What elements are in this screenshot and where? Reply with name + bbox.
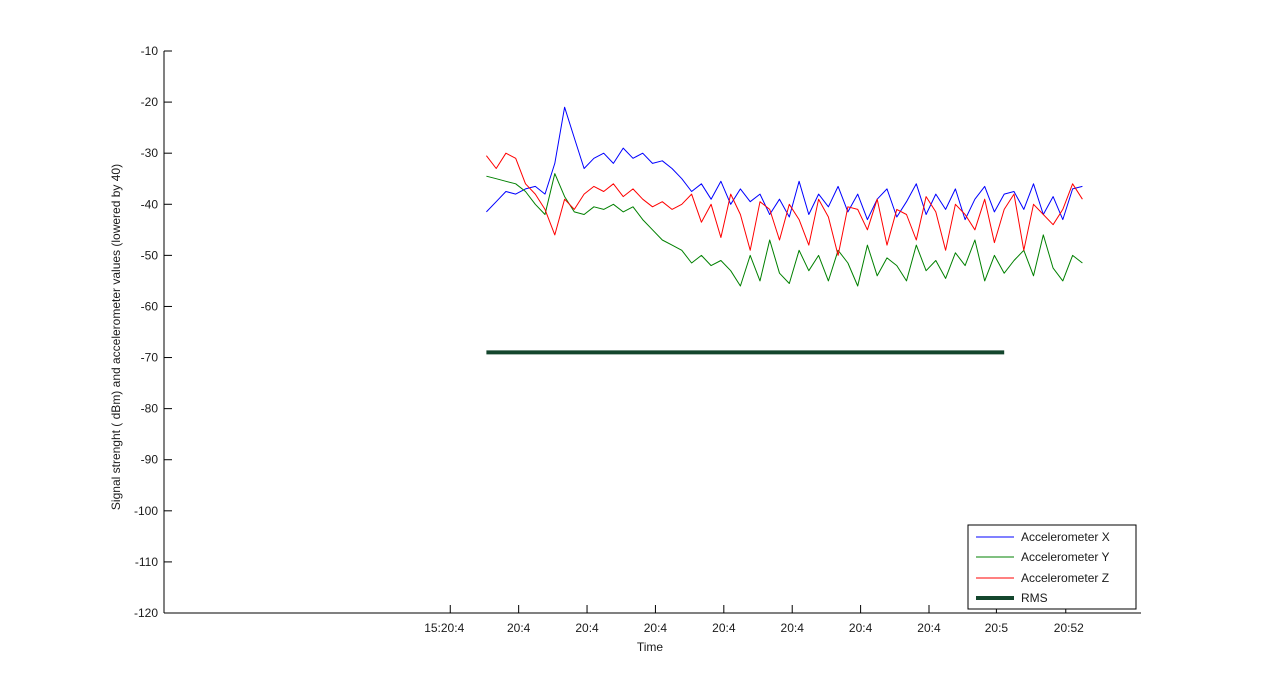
x-tick-label: 20:4 — [575, 621, 599, 635]
x-tick-label: 20:5 — [985, 621, 1009, 635]
y-tick-label: -40 — [141, 197, 159, 211]
x-tick-label: 15:20:4 — [424, 621, 464, 635]
plot-series — [486, 106, 1083, 355]
y-tick-label: -80 — [141, 402, 159, 416]
series-line-accelerometer-y — [486, 173, 1083, 287]
y-tick-label: -20 — [141, 95, 159, 109]
x-tick-label: 20:4 — [712, 621, 736, 635]
x-axis-ticks: 15:20:4 20:4 20:4 20:4 20:4 20:4 20:4 20:4 20:5 2… — [424, 605, 1084, 635]
y-axis-title: Signal strenght ( dBm) and accelerometer… — [109, 164, 123, 510]
legend: Accelerometer X Accelerometer Y Accelero… — [967, 524, 1137, 610]
legend-label-y: Accelerometer Y — [1021, 550, 1109, 564]
y-tick-label: -30 — [141, 146, 159, 160]
legend-box — [967, 524, 1137, 610]
y-tick-label: -50 — [141, 248, 159, 262]
legend-label-rms: RMS — [1021, 591, 1048, 605]
x-tick-label: 20:4 — [917, 621, 941, 635]
y-tick-label: -70 — [141, 351, 159, 365]
series-line-accelerometer-x — [486, 106, 1083, 221]
x-tick-label: 20:4 — [849, 621, 873, 635]
y-tick-label: -90 — [141, 453, 159, 467]
legend-label-x: Accelerometer X — [1021, 530, 1110, 544]
y-tick-label: -10 — [141, 44, 159, 58]
y-tick-label: -120 — [134, 606, 158, 620]
x-axis-title: Time — [637, 640, 664, 654]
x-tick-label: 20:4 — [644, 621, 668, 635]
axes — [163, 51, 1141, 614]
legend-label-z: Accelerometer Z — [1021, 571, 1109, 585]
y-tick-label: -60 — [141, 299, 159, 313]
y-axis-ticks: -10 -20 -30 -40 -50 -60 -70 -80 -90 -100 -110 -120 — [134, 44, 172, 620]
y-tick-label: -100 — [134, 504, 158, 518]
x-tick-label: 20:52 — [1054, 621, 1084, 635]
y-tick-label: -110 — [135, 555, 158, 569]
x-tick-label: 20:4 — [507, 621, 531, 635]
x-tick-label: 20:4 — [781, 621, 805, 635]
series-line-accelerometer-z — [486, 152, 1083, 256]
